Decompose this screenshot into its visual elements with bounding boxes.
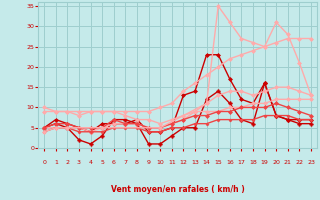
X-axis label: Vent moyen/en rafales ( km/h ): Vent moyen/en rafales ( km/h ) bbox=[111, 185, 244, 194]
